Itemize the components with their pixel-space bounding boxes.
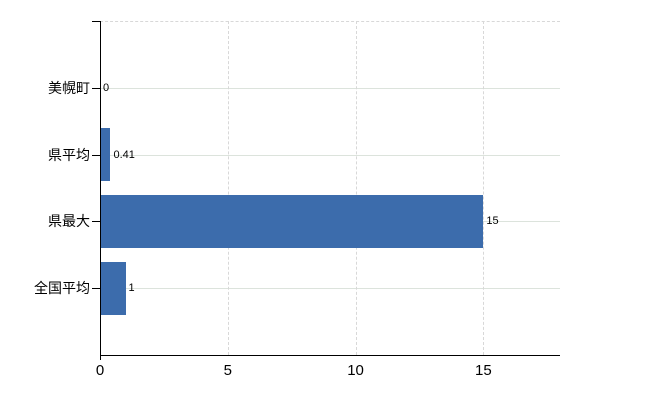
category-label: 全国平均	[34, 280, 90, 297]
category-label: 県最大	[48, 213, 90, 230]
x-tick-label: 5	[223, 362, 232, 379]
v-gridline	[355, 21, 357, 355]
x-axis	[100, 355, 560, 356]
value-label: 15	[486, 215, 499, 228]
bar	[100, 261, 126, 315]
bar	[100, 194, 483, 248]
y-axis-top-tick	[92, 21, 100, 22]
y-tick	[92, 87, 100, 89]
h-gridline	[100, 87, 560, 89]
y-axis	[100, 21, 101, 355]
value-label: 0	[103, 81, 110, 94]
h-gridline	[100, 154, 560, 156]
v-gridline	[227, 21, 229, 355]
h-gridline	[100, 288, 560, 290]
v-gridline	[483, 21, 485, 355]
x-origin-tick	[100, 355, 101, 360]
x-tick-label: 10	[347, 362, 364, 379]
x-tick-label: 0	[95, 362, 105, 379]
x-tick-label: 15	[474, 362, 492, 379]
category-label: 県平均	[48, 146, 90, 163]
y-tick	[92, 154, 100, 156]
value-label: 0.41	[113, 148, 135, 161]
value-label: 1	[128, 282, 135, 295]
plot-top-border	[100, 21, 560, 22]
category-label: 美幌町	[48, 79, 90, 96]
y-tick	[92, 221, 100, 223]
bar	[100, 128, 110, 182]
y-tick	[92, 288, 100, 290]
